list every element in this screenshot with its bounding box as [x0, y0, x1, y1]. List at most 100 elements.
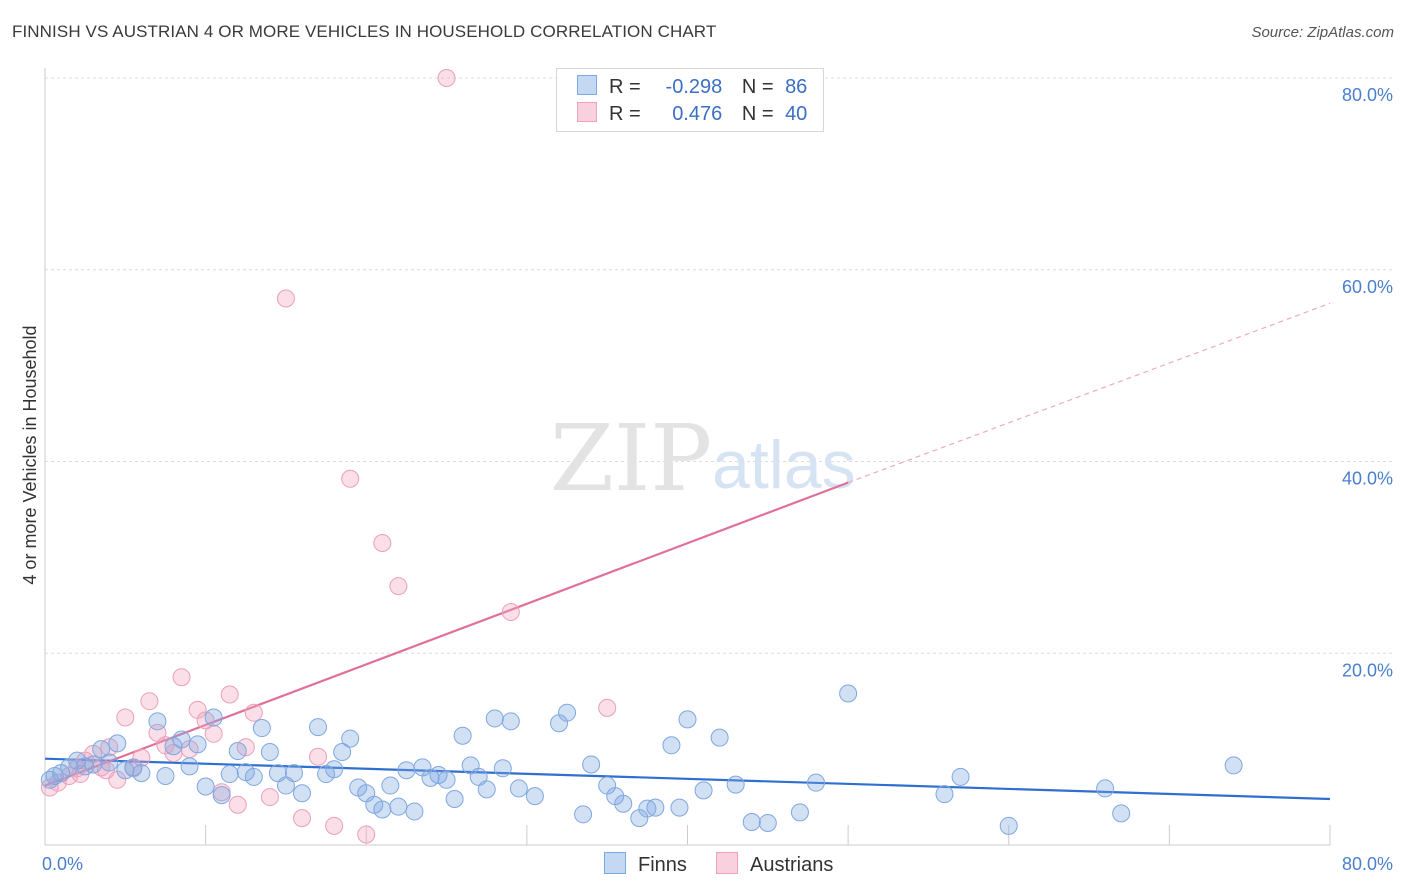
finns-point — [381, 776, 400, 795]
austrians-points — [40, 69, 617, 844]
finns-point — [220, 765, 239, 784]
finns-point — [951, 767, 970, 786]
austrians-point — [228, 795, 247, 814]
finns-point — [558, 703, 577, 722]
finns-point — [284, 764, 303, 783]
austrians-point — [244, 703, 263, 722]
correlation-legend: R = -0.298 N = 86 R = 0.476 N = 40 — [556, 68, 824, 132]
finns-point — [172, 730, 191, 749]
watermark-zip: ZIP — [550, 405, 712, 512]
austrians-point — [140, 692, 159, 711]
finns-point — [574, 805, 593, 824]
finns-point — [935, 785, 954, 804]
watermark-atlas: atlas — [712, 427, 856, 503]
finns-point — [196, 777, 215, 796]
austrians-point — [172, 668, 191, 687]
x-tick-label: 0.0% — [42, 854, 83, 874]
x-tick-label: 80.0% — [1342, 854, 1393, 874]
austrians-swatch — [577, 102, 597, 122]
austrians-r-value: 0.476 — [672, 103, 723, 125]
finns-n-label: N = — [741, 76, 774, 98]
finns-point — [662, 736, 681, 755]
finns-point — [252, 719, 271, 738]
austrians-point — [260, 788, 279, 807]
chart-title: FINNISH VS AUSTRIAN 4 OR MORE VEHICLES I… — [12, 22, 717, 41]
finns-point — [485, 709, 504, 728]
austrians-point — [437, 69, 456, 87]
austrians-point — [501, 603, 520, 622]
austrians-point — [204, 724, 223, 743]
y-tick-label: 80.0% — [1342, 85, 1393, 105]
y-tick-label: 60.0% — [1342, 277, 1393, 297]
finns-point — [92, 740, 111, 759]
austrians-point — [293, 809, 311, 828]
finns-point — [710, 728, 729, 747]
finns-point — [614, 794, 633, 813]
austrians-point — [598, 698, 617, 717]
finns-point — [501, 712, 520, 731]
finns-points — [40, 684, 1243, 835]
finns-point — [341, 729, 360, 748]
finns-point — [132, 764, 151, 783]
finns-point — [389, 797, 408, 816]
austrians-r-label: R = — [609, 103, 641, 125]
austrians-point — [309, 747, 328, 766]
finns-point — [646, 798, 665, 817]
finns-point — [293, 784, 311, 803]
finns-point — [260, 743, 279, 762]
finns-point — [509, 779, 528, 798]
finns-point — [212, 786, 231, 805]
watermark: ZIP atlas — [550, 405, 856, 512]
finns-point — [180, 757, 199, 776]
finns-point — [244, 767, 263, 786]
finns-point — [839, 684, 858, 703]
finns-point — [1224, 756, 1243, 775]
finns-point — [309, 718, 328, 737]
finns-point — [325, 760, 344, 779]
finns-point — [1096, 779, 1115, 798]
austrians-point — [276, 289, 295, 308]
finns-point — [445, 789, 464, 808]
austrians-point — [357, 825, 376, 844]
legend-austrians-label: Austrians — [750, 854, 834, 876]
axes — [44, 68, 1331, 846]
finns-point — [228, 742, 247, 761]
austrians-n-value: 40 — [785, 103, 808, 125]
finns-point — [670, 798, 689, 817]
finns-point — [807, 773, 825, 792]
y-tick-label: 40.0% — [1342, 469, 1393, 489]
finns-point — [999, 816, 1018, 835]
finns-point — [156, 766, 175, 785]
austrians-point — [220, 685, 239, 704]
finns-point — [188, 735, 207, 754]
finns-r-value: -0.298 — [665, 76, 723, 98]
finns-point — [100, 753, 119, 772]
austrians-point — [389, 577, 408, 596]
finns-point — [148, 712, 167, 731]
y-tick-label: 20.0% — [1342, 660, 1393, 680]
austrians-point — [373, 533, 392, 552]
finns-point — [694, 781, 713, 800]
finns-trend-line — [44, 757, 1331, 801]
finns-point — [477, 780, 496, 799]
finns-point — [204, 708, 223, 727]
finns-point — [1112, 804, 1131, 823]
trend-lines — [44, 302, 1331, 801]
finns-point — [582, 755, 601, 774]
finns-point — [333, 743, 352, 762]
finns-r-label: R = — [609, 76, 641, 98]
finns-n-value: 86 — [785, 76, 808, 98]
finns-point — [790, 803, 809, 822]
austrians-trend-extension — [847, 302, 1331, 484]
legend-austrians-swatch — [716, 852, 738, 874]
austrians-point — [325, 816, 344, 835]
y-axis-title: 4 or more Vehicles in Household — [20, 325, 40, 584]
austrians-n-label: N = — [741, 103, 774, 125]
finns-point — [84, 755, 103, 774]
finns-point — [397, 761, 416, 780]
legend-row-finns: R = -0.298 N = 86 — [577, 75, 807, 99]
finns-point — [493, 759, 512, 778]
finns-point — [405, 802, 424, 821]
finns-point — [678, 710, 697, 729]
